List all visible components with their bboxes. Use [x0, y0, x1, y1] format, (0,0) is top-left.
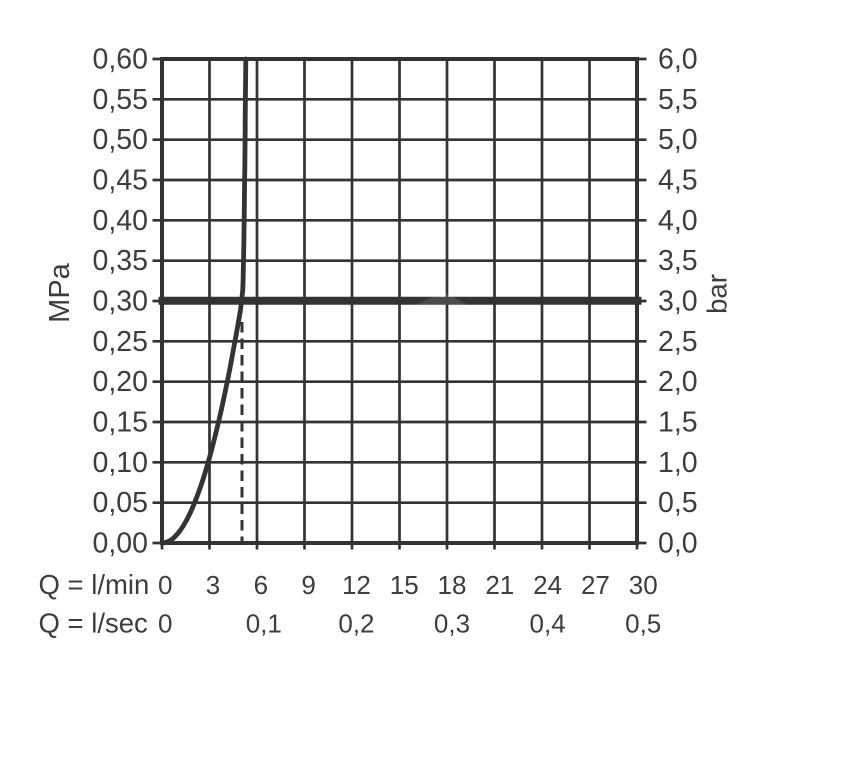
svg-text:2,0: 2,0: [658, 366, 698, 398]
svg-text:0: 0: [158, 570, 172, 600]
svg-text:30: 30: [629, 570, 658, 600]
svg-text:MPa: MPa: [44, 262, 76, 323]
svg-text:4,0: 4,0: [658, 205, 698, 237]
svg-text:0,10: 0,10: [93, 447, 148, 479]
svg-text:bar: bar: [702, 274, 733, 314]
svg-text:0,05: 0,05: [93, 487, 148, 519]
svg-text:3,0: 3,0: [658, 286, 698, 318]
svg-text:6,0: 6,0: [658, 44, 698, 76]
svg-text:5,5: 5,5: [658, 84, 698, 116]
svg-text:27: 27: [581, 570, 610, 600]
svg-text:9: 9: [301, 570, 315, 600]
svg-text:1,5: 1,5: [658, 407, 698, 439]
svg-text:0,35: 0,35: [93, 245, 148, 277]
svg-text:0: 0: [158, 609, 172, 639]
svg-text:15: 15: [390, 570, 419, 600]
svg-text:0,0: 0,0: [658, 528, 698, 560]
svg-text:0,30: 0,30: [93, 286, 148, 318]
svg-text:0,50: 0,50: [93, 124, 148, 156]
svg-text:0,45: 0,45: [93, 165, 148, 197]
svg-text:0,55: 0,55: [93, 84, 148, 116]
svg-text:0,15: 0,15: [93, 407, 148, 439]
svg-text:3,5: 3,5: [658, 245, 698, 277]
svg-text:0,5: 0,5: [625, 609, 661, 639]
svg-text:Q = l/sec: Q = l/sec: [39, 608, 149, 639]
svg-text:21: 21: [485, 570, 514, 600]
svg-text:0,3: 0,3: [434, 609, 470, 639]
svg-text:0,1: 0,1: [246, 609, 282, 639]
svg-text:0,40: 0,40: [93, 205, 148, 237]
svg-text:6: 6: [254, 570, 268, 600]
svg-text:0,25: 0,25: [93, 326, 148, 358]
svg-text:24: 24: [533, 570, 562, 600]
svg-text:0,5: 0,5: [658, 487, 698, 519]
svg-text:2,5: 2,5: [658, 326, 698, 358]
svg-text:0,60: 0,60: [93, 44, 148, 76]
svg-text:Q = l/min: Q = l/min: [39, 569, 150, 600]
svg-text:12: 12: [342, 570, 371, 600]
svg-text:0,00: 0,00: [93, 528, 148, 560]
svg-text:1,0: 1,0: [658, 447, 698, 479]
svg-text:0,2: 0,2: [338, 609, 374, 639]
svg-text:5,0: 5,0: [658, 124, 698, 156]
svg-text:0,4: 0,4: [530, 609, 566, 639]
svg-text:18: 18: [438, 570, 467, 600]
svg-text:3: 3: [206, 570, 220, 600]
svg-text:0,20: 0,20: [93, 366, 148, 398]
svg-text:4,5: 4,5: [658, 165, 698, 197]
